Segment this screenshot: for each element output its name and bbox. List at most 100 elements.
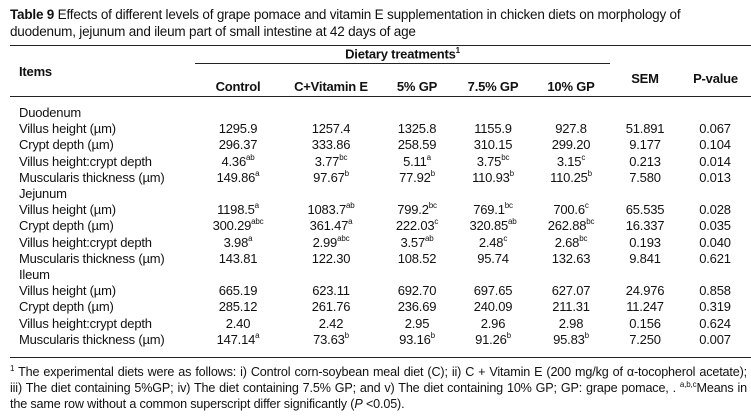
superscript: b [506, 330, 511, 340]
section-label: Duodenum [19, 105, 81, 120]
header-treatment: C+Vitamin E [294, 79, 368, 94]
sem-cell: 9.841 [629, 250, 661, 266]
value-cell: 333.86 [286, 137, 376, 153]
value: 665.19 [218, 283, 258, 299]
value-cell: 2.95 [372, 316, 462, 332]
superscript: a [255, 330, 260, 340]
superscript: a [254, 201, 259, 211]
table-row: Crypt depth (µm) 296.37 333.86 258.59 310.15… [0, 137, 751, 153]
table-row: Muscularis thickness (µm) 143.81 122.30 108… [0, 251, 751, 267]
value-cell: 927.8 [526, 121, 616, 137]
sem-cell: 0.213 [629, 153, 661, 169]
value-cell: 300.29abc [193, 218, 283, 234]
value-cell: 236.69 [372, 299, 462, 315]
group-label: Dietary treatments [345, 46, 456, 62]
value-cell: 700.6c [526, 202, 616, 218]
value: 2.99 [312, 234, 338, 250]
header-rule [10, 96, 751, 97]
superscript: b [509, 168, 514, 178]
value-cell: 1198.5a [193, 202, 283, 218]
value-cell: 132.63 [526, 251, 616, 267]
table-caption: Table 9 Effects of different levels of g… [10, 6, 745, 40]
sem-cell: 11.247 [626, 299, 664, 315]
top-rule [10, 45, 751, 46]
table-row: Villus height (µm) 1198.5a 1083.7ab 799.2bc… [0, 202, 751, 218]
value: 927.8 [555, 121, 587, 137]
value-cell: 2.98 [526, 316, 616, 332]
value-cell: 3.77bc [286, 153, 376, 170]
value: 1155.9 [474, 121, 512, 137]
table-row: Crypt depth (µm) 285.12 261.76 236.69 240.09… [0, 299, 751, 315]
value: 333.86 [311, 137, 351, 153]
value: 2.98 [558, 315, 584, 331]
value: 285.12 [218, 299, 258, 315]
value: 73.63 [313, 331, 345, 347]
value-cell: 240.09 [448, 299, 538, 315]
pvalue-cell: 0.007 [699, 331, 731, 347]
superscript: ab [246, 152, 255, 162]
value: 211.31 [552, 299, 590, 315]
value-cell: 2.40 [193, 316, 283, 332]
value: 222.03 [395, 218, 435, 234]
value-cell: 262.88bc [526, 218, 616, 234]
caption-text: Effects of different levels of grape pom… [10, 7, 681, 39]
value-cell: 2.68bc [526, 234, 616, 251]
table-row: Muscularis thickness (µm) 147.14a 73.63 b 93… [0, 330, 751, 348]
value-cell: 692.70 [372, 283, 462, 299]
value-cell: 2.96 [448, 316, 538, 332]
value: 149.86 [216, 169, 256, 185]
pvalue-cell: 0.028 [699, 202, 731, 218]
footnote-sup: 1 [10, 363, 15, 373]
header-treatment: 7.5% GP [467, 79, 519, 94]
value: 110.93 [472, 169, 510, 185]
superscript: a [426, 152, 431, 162]
value-cell: 261.76 [286, 299, 376, 315]
value-cell: 296.37 [193, 137, 283, 153]
value-cell: 769.1bc [448, 202, 538, 218]
value-cell: 110.93b [448, 168, 538, 186]
header-pvalue: P-value [693, 71, 738, 86]
value: 132.63 [551, 250, 591, 266]
value-cell: 95.74 [448, 251, 538, 267]
header-treatment: Control [215, 79, 261, 94]
sem-cell: 51.891 [625, 121, 665, 137]
value: 300.29 [212, 218, 252, 234]
value-cell: 211.31 [526, 299, 616, 315]
value: 799.2 [397, 202, 429, 218]
value-cell: 1083.7ab [286, 202, 376, 218]
value: 769.1 [473, 202, 505, 218]
sem-cell: 65.535 [625, 202, 665, 218]
value: 1198.5 [217, 202, 255, 218]
value: 700.6 [553, 202, 585, 218]
table-footnote: 1 The experimental diets were as follows… [10, 364, 747, 412]
value: 1295.9 [218, 121, 258, 137]
value-cell: 258.59 [372, 137, 462, 153]
pvalue-cell: 0.014 [699, 153, 731, 169]
table-row: Muscularis thickness (µm) 149.86a 97.67b 77… [0, 168, 751, 186]
value: 2.40 [225, 315, 251, 331]
table-row: Crypt depth (µm) 300.29abc 361.47a 222.03c 3… [0, 218, 751, 234]
table-row: Villus height (µm) 665.19 623.11 692.70 697.… [0, 283, 751, 299]
superscript: abc [337, 233, 350, 243]
superscript: bc [586, 217, 595, 227]
value: 236.69 [397, 299, 437, 315]
value-cell: 361.47a [286, 218, 376, 234]
header-treatment: 5% GP [396, 79, 438, 94]
value: 91.26 [475, 331, 507, 347]
superscript: bc [501, 152, 510, 162]
value: 95.74 [477, 250, 509, 266]
value: 1083.7 [307, 202, 347, 218]
table-row: Villus height:crypt depth 2.40 2.42 2.95 2.9… [0, 316, 751, 332]
table-row: Villus height:crypt depth 4.36ab 3.77bc 5.1… [0, 152, 751, 170]
footnote-p: P [354, 397, 363, 411]
value: 108.52 [397, 250, 437, 266]
row-label: Muscularis thickness (µm) [19, 331, 165, 347]
value-cell: 93.16b [372, 331, 462, 348]
row-label: Muscularis thickness (µm) [19, 250, 165, 266]
value: 147.14 [216, 331, 256, 347]
value-cell: 2.99abc [286, 233, 376, 251]
superscript: a [255, 168, 260, 178]
value: 320.85 [469, 218, 509, 234]
footnote-text-2: Means in the same row without a common s… [10, 381, 747, 411]
group-sup: 1 [455, 46, 460, 55]
